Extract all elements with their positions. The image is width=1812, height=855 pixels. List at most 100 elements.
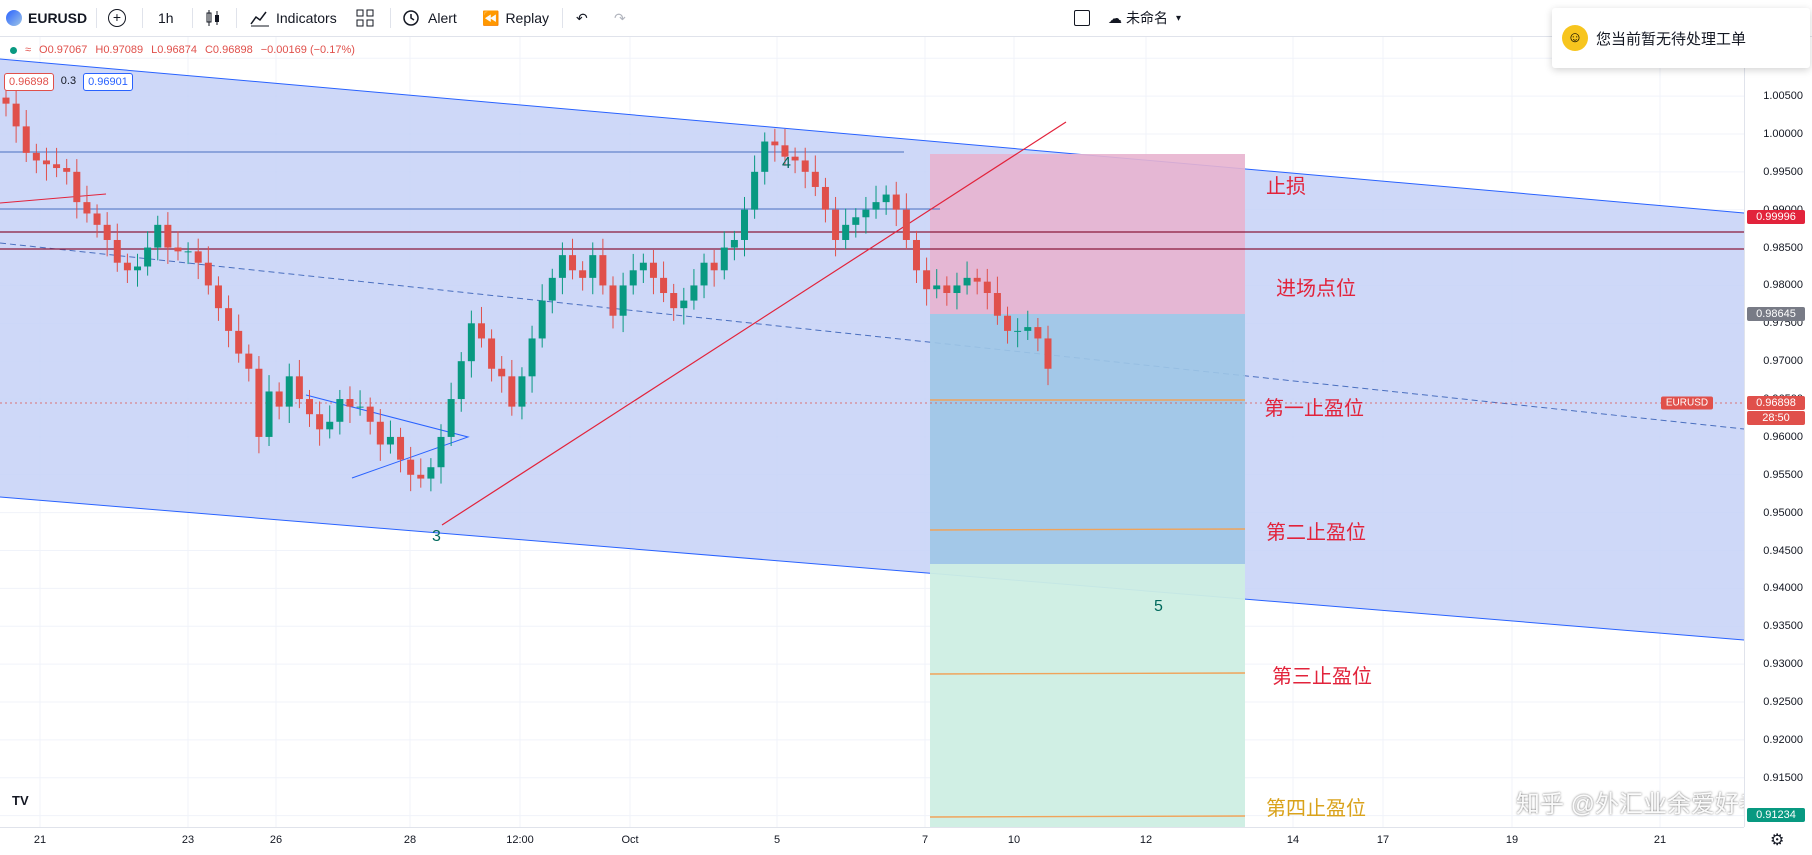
candle-body xyxy=(123,262,131,271)
candle-type-icon xyxy=(206,10,219,26)
candle-body xyxy=(953,285,961,294)
candle-body xyxy=(134,266,142,271)
candle-body xyxy=(2,97,10,104)
candle-body xyxy=(1014,330,1022,332)
price-tick-label: 0.94000 xyxy=(1763,582,1803,595)
toolbar-divider xyxy=(192,8,193,28)
wave-icon: ≈ xyxy=(25,44,32,56)
sell-price-button[interactable]: 0.96898 xyxy=(4,73,54,91)
candle-body xyxy=(599,255,607,286)
interval-label: 1h xyxy=(158,10,174,26)
candle-body xyxy=(660,277,668,294)
symbol-price-tag: EURUSD xyxy=(1661,396,1713,410)
buy-price-button[interactable]: 0.96901 xyxy=(83,73,133,91)
legend-low: L0.96874 xyxy=(151,44,197,56)
undo-button[interactable]: ↶ xyxy=(576,0,588,36)
fullscreen-icon xyxy=(1074,10,1090,26)
candle-body xyxy=(255,368,263,437)
candle-body xyxy=(63,168,71,172)
candle-body xyxy=(22,126,30,153)
candle-body xyxy=(741,209,749,240)
price-tick-label: 0.92500 xyxy=(1763,696,1803,709)
layout-menu-button[interactable]: ☁ 未命名 ▾ xyxy=(1108,0,1181,36)
candle-body xyxy=(558,255,566,278)
candle-body xyxy=(154,224,162,248)
smiley-icon: ☺ xyxy=(1562,25,1588,51)
price-tick-label: 0.99500 xyxy=(1763,165,1803,178)
candle-body xyxy=(184,251,192,253)
target-line xyxy=(929,815,1246,818)
time-tick-label: 23 xyxy=(181,834,195,846)
candle-body xyxy=(326,421,334,430)
price-tick-label: 1.00000 xyxy=(1763,127,1803,140)
interval-button[interactable]: 1h xyxy=(158,0,174,36)
indicators-button[interactable]: Indicators xyxy=(250,0,337,36)
templates-button[interactable] xyxy=(356,0,374,36)
candle-body xyxy=(912,239,920,271)
countdown-label: 28:50 xyxy=(1747,411,1805,425)
candle-body xyxy=(761,141,769,172)
channel-lower-line xyxy=(0,496,1744,641)
time-axis[interactable]: 21 23 26 28 12:00 Oct 5 7 10 12 14 17 19 21 xyxy=(0,827,1744,855)
add-symbol-icon: + xyxy=(108,9,126,27)
channel-fill xyxy=(0,59,1744,640)
time-tick-label: 19 xyxy=(1505,834,1519,846)
candle-body xyxy=(548,277,556,301)
alert-icon xyxy=(403,10,419,26)
legend-open: O0.97067 xyxy=(39,44,88,56)
legend-close: C0.96898 xyxy=(204,44,253,56)
trend-line-up xyxy=(441,121,1067,526)
replay-button[interactable]: ⏪ Replay xyxy=(482,0,549,36)
price-tick-label: 0.98000 xyxy=(1763,279,1803,292)
candle-body xyxy=(356,406,364,408)
price-tick-label: 0.94500 xyxy=(1763,544,1803,557)
time-tick-label: 28 xyxy=(403,834,417,846)
candle-body xyxy=(569,255,577,271)
time-tick-label: 26 xyxy=(269,834,283,846)
candle-body xyxy=(407,459,415,475)
price-level-label: 0.98645 xyxy=(1747,307,1805,321)
spread-value: 0.3 xyxy=(60,75,77,87)
candle-body xyxy=(649,262,657,278)
candle-body xyxy=(983,281,991,294)
candle-body xyxy=(579,270,587,278)
compare-button[interactable]: + xyxy=(108,0,126,36)
time-tick-label: Oct xyxy=(621,834,639,846)
visibility-dot[interactable] xyxy=(10,46,17,54)
candle-body xyxy=(437,436,445,468)
price-tick-label: 0.95000 xyxy=(1763,506,1803,519)
time-tick-label: 21 xyxy=(33,834,47,846)
toolbar-divider xyxy=(390,8,391,28)
candle-body xyxy=(12,103,20,127)
candle-body xyxy=(488,338,496,369)
candle-body xyxy=(93,213,101,225)
symbol-search-button[interactable]: EURUSD xyxy=(6,0,87,36)
candle-body xyxy=(113,239,121,263)
candle-body xyxy=(1034,327,1042,339)
alert-button[interactable]: Alert xyxy=(402,0,457,36)
notification-toast[interactable]: ☺ 您当前暂无待处理工单 xyxy=(1552,8,1810,68)
profit-zone-lower xyxy=(930,564,1245,827)
price-chart[interactable] xyxy=(0,37,1744,827)
tp3-label: 第三止盈位 xyxy=(1272,666,1372,688)
candle-body xyxy=(710,262,718,271)
chart-type-button[interactable] xyxy=(204,0,222,36)
candle-body xyxy=(821,186,829,210)
candle-body xyxy=(771,141,779,146)
watermark: 知乎 @外汇业余爱好者 xyxy=(1516,791,1764,818)
price-axis[interactable]: 1.010001.005001.000000.995000.990000.985… xyxy=(1661,37,1812,827)
settings-icon[interactable]: ⚙ xyxy=(1770,832,1785,849)
candle-body xyxy=(1004,315,1012,331)
price-tick-label: 1.00500 xyxy=(1763,90,1803,103)
candle-body xyxy=(336,399,344,422)
candle-body xyxy=(852,217,860,225)
candle-body xyxy=(801,160,809,172)
fullscreen-button[interactable] xyxy=(1074,0,1090,36)
price-tick-label: 0.92000 xyxy=(1763,733,1803,746)
candle-body xyxy=(670,293,678,309)
candle-body xyxy=(1044,338,1052,369)
candle-body xyxy=(518,376,526,407)
redo-button[interactable]: ↷ xyxy=(614,0,626,36)
candle-body xyxy=(892,194,900,210)
target-line xyxy=(929,528,1246,531)
